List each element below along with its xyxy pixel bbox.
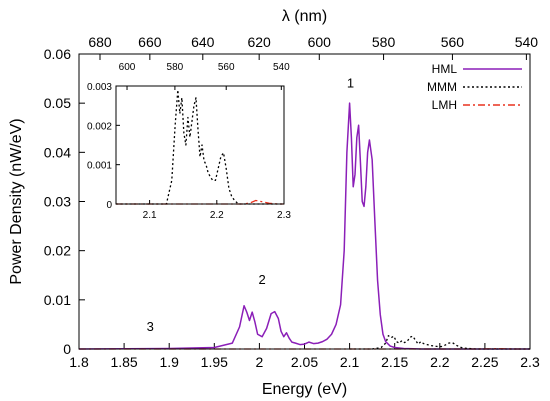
y-tick-label: 0.02: [44, 243, 71, 259]
peak-label: 3: [147, 319, 154, 334]
main-plot-frame: [78, 53, 531, 350]
inset-x-tick-label: 2.3: [277, 210, 291, 221]
inset-series: [116, 89, 284, 205]
y-tick-label: 0.01: [44, 292, 71, 308]
x-tick-label: 1.9: [159, 354, 179, 370]
inset-plot-frame: [115, 85, 285, 205]
inset-y-tick-label: 0.002: [87, 121, 112, 132]
series-line-mmm: [349, 335, 530, 350]
top-tick-label: 580: [372, 34, 396, 50]
x-tick-label: 2.15: [381, 354, 408, 370]
x-tick-label: 2.25: [471, 354, 498, 370]
legend-entry-mmm: MMM: [427, 80, 457, 94]
top-tick-label: 680: [88, 34, 112, 50]
x-tick-label: 1.8: [69, 354, 89, 370]
legend-entry-hml: HML: [432, 62, 458, 76]
inset-y-tick-label: 0: [106, 200, 112, 211]
y-tick-label: 0.05: [44, 95, 71, 111]
x-tick-label: 2.05: [291, 354, 318, 370]
inset-top-tick-label: 560: [218, 62, 235, 73]
x-tick-label: 2.3: [520, 354, 540, 370]
inset-top-tick-label: 540: [273, 62, 290, 73]
top-tick-label: 660: [138, 34, 162, 50]
legend-entry-lmh: LMH: [432, 98, 457, 112]
x-axis-label: Energy (eV): [262, 381, 347, 398]
inset-top-tick-label: 580: [167, 62, 184, 73]
inset-ticks: 2.1 2.2 2.3 0 0.001 0.002 0.003 600 580 560 540: [87, 62, 291, 221]
top-tick-label: 620: [247, 34, 271, 50]
x-tick-label: 2.2: [430, 354, 450, 370]
x-tick-label: 2.1: [340, 354, 360, 370]
inset-x-tick-label: 2.1: [143, 210, 157, 221]
inset-plot: 2.1 2.2 2.3 0 0.001 0.002 0.003 600 580 560 540: [87, 62, 291, 221]
inset-series-line-mmm: [116, 89, 284, 205]
x-tick-label: 1.95: [201, 354, 228, 370]
y-tick-label: 0.04: [44, 144, 71, 160]
top-tick-label: 640: [191, 34, 215, 50]
y-tick-label: 0.03: [44, 194, 71, 210]
inset-y-tick-label: 0.003: [87, 82, 112, 93]
peak-label: 1: [347, 76, 354, 91]
peak-label: 2: [258, 272, 265, 287]
legend: HML MMM LMH: [427, 62, 522, 112]
top-tick-label: 600: [308, 34, 332, 50]
inset-y-tick-label: 0.001: [87, 161, 112, 172]
x-tick-label: 1.85: [110, 354, 137, 370]
series-line-hml: [78, 102, 530, 350]
top-tick-label: 540: [515, 34, 539, 50]
top-tick-label: 560: [441, 34, 465, 50]
y-tick-label: 0.06: [44, 46, 71, 62]
top-axis-label: λ (nm): [282, 8, 327, 25]
peak-annotations: 1 2 3: [147, 76, 354, 334]
y-axis-label: Power Density (nW/eV): [8, 118, 25, 284]
x-tick-label: 2: [256, 354, 264, 370]
inset-top-tick-label: 600: [119, 62, 136, 73]
y-tick-label: 0: [63, 341, 71, 357]
inset-x-tick-label: 2.2: [210, 210, 224, 221]
main-ticks: 1.8 1.85 1.9 1.95 2 2.05 2.1 2.15 2.2 2.25 2.3 0 0.0…: [44, 34, 540, 370]
